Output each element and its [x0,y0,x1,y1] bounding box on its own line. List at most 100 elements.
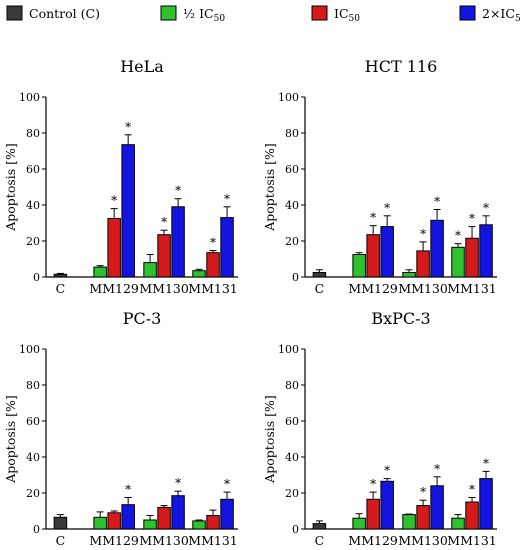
bar [107,512,121,530]
y-axis-label: Apoptosis [%] [262,395,277,484]
y-tick-label: 40 [26,451,40,464]
bar [143,262,157,278]
significance-marker: * [125,120,131,134]
bar [380,226,394,278]
chart-panels: HeLa Apoptosis [%] 0 20 40 60 80 100 C * * MM129 * * M… [3,57,497,548]
bar [416,250,430,278]
bar [402,514,416,530]
y-tick-label: 40 [26,199,40,212]
y-tick-label: 100 [278,91,299,104]
bar [366,234,380,278]
bar [192,520,206,530]
x-tick-label: MM131 [447,533,496,548]
bar [366,498,380,530]
x-tick-label: MM130 [139,533,189,548]
legend: Control (C) ½ IC50 IC50 2×IC50 [6,5,521,24]
x-tick-label: C [56,281,66,296]
x-tick-label: MM130 [398,281,448,296]
significance-marker: * [224,192,230,206]
x-tick-label: MM129 [89,281,139,296]
y-tick-label: 80 [26,127,40,140]
significance-marker: * [483,201,489,215]
bar [451,246,465,278]
y-tick-label: 0 [33,271,40,284]
bar [352,254,366,278]
bar [220,217,234,278]
bar [192,270,206,278]
bar [451,517,465,530]
y-axis-label: Apoptosis [%] [3,395,18,484]
y-tick-label: 0 [33,523,40,536]
bar [157,234,171,278]
significance-marker: * [420,227,426,241]
y-tick-label: 60 [285,163,299,176]
significance-marker: * [161,215,167,229]
x-tick-label: MM130 [139,281,189,296]
bar [312,272,327,278]
significance-marker: * [469,483,475,497]
significance-marker: * [175,476,181,490]
bar [93,516,107,530]
legend-label: 2×IC50 [482,6,521,24]
x-tick-label: MM131 [188,281,237,296]
significance-marker: * [483,456,489,470]
significance-marker: * [434,462,440,476]
x-tick-label: MM129 [89,533,139,548]
bar [380,480,394,530]
bar [157,506,171,530]
bar [143,519,157,530]
bar [430,219,444,278]
significance-marker: * [455,229,461,243]
y-tick-label: 60 [285,415,299,428]
x-tick-label: MM131 [447,281,496,296]
y-tick-label: 20 [285,235,299,248]
significance-marker: * [175,184,181,198]
bar [402,272,416,278]
y-tick-label: 20 [26,487,40,500]
legend-label: ½ IC50 [183,6,225,24]
legend-swatch [6,5,23,21]
y-tick-label: 100 [19,343,40,356]
chart-title: PC-3 [123,309,162,328]
bar [171,206,185,278]
significance-marker: * [469,212,475,226]
legend-swatch [160,5,177,21]
bar [352,517,366,530]
y-tick-label: 0 [292,523,299,536]
chart-title: HeLa [120,57,164,76]
x-tick-label: C [315,533,325,548]
y-tick-label: 80 [26,379,40,392]
legend-label: IC50 [334,6,360,24]
y-tick-label: 20 [26,235,40,248]
bar [93,266,107,278]
y-tick-label: 100 [19,91,40,104]
x-tick-label: MM131 [188,533,237,548]
x-tick-label: MM130 [398,533,448,548]
bar [479,478,493,530]
significance-marker: * [125,483,131,497]
y-axis-label: Apoptosis [%] [262,143,277,232]
y-tick-label: 100 [278,343,299,356]
x-tick-label: C [56,533,66,548]
significance-marker: * [210,236,216,250]
legend-swatch [311,5,328,21]
bar [107,218,121,278]
y-tick-label: 60 [26,415,40,428]
y-tick-label: 0 [292,271,299,284]
chart-panel: HCT 116 Apoptosis [%] 0 20 40 60 80 100 C * * MM129… [262,57,497,296]
y-tick-label: 60 [26,163,40,176]
legend-label: Control (C) [29,6,100,21]
bar [53,273,68,278]
significance-marker: * [420,485,426,499]
bar [171,495,185,530]
legend-swatch [459,5,476,21]
significance-marker: * [384,464,390,478]
x-tick-label: MM129 [348,533,398,548]
bar [121,504,135,530]
bar [53,516,68,530]
significance-marker: * [434,195,440,209]
chart-title: BxPC-3 [371,309,430,328]
y-tick-label: 80 [285,127,299,140]
bar [312,523,327,530]
bar [465,237,479,278]
